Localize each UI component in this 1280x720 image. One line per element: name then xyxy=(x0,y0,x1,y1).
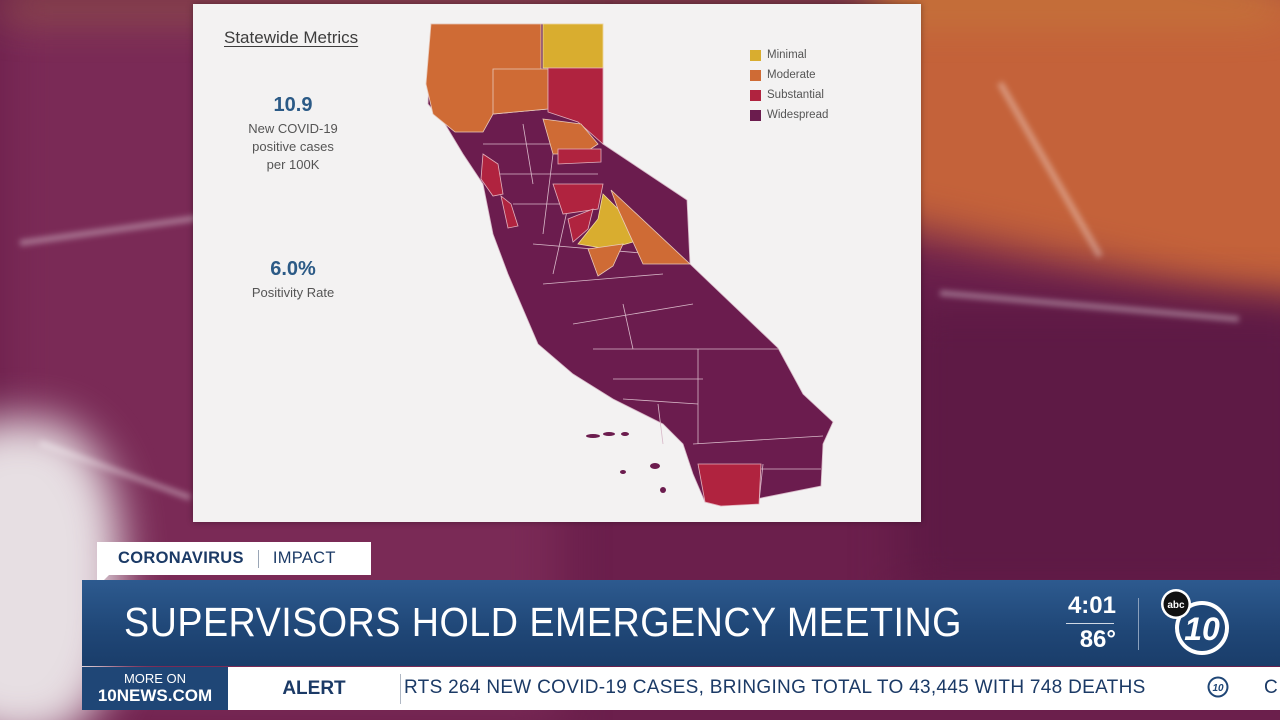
ticker-text-clip: RTS 264 NEW COVID-19 CASES, BRINGING TOT… xyxy=(402,667,1280,710)
metric-cases-label: New COVID-19 positive cases per 100K xyxy=(193,120,393,174)
county-substantial xyxy=(547,67,604,145)
county-moderate xyxy=(587,243,624,277)
category-label: CORONAVIRUS xyxy=(118,549,244,567)
california-county-map xyxy=(425,23,834,507)
county-moderate xyxy=(492,68,549,115)
channel-islands xyxy=(586,432,666,493)
headline: SUPERVISORS HOLD EMERGENCY MEETING xyxy=(124,599,962,645)
county-substantial xyxy=(552,183,604,215)
svg-text:10: 10 xyxy=(1184,611,1220,647)
county-minimal xyxy=(542,23,604,69)
county-substantial xyxy=(480,153,504,197)
alert-box: ALERT xyxy=(228,667,400,710)
county-substantial xyxy=(500,194,519,229)
clock-time: 4:01 xyxy=(1067,592,1116,619)
state-shape-widespread xyxy=(427,23,834,507)
subcategory-label: IMPACT xyxy=(272,549,336,567)
ticker-divider xyxy=(400,674,401,704)
legend-label: Widespread xyxy=(767,109,829,121)
logo-divider xyxy=(1138,598,1139,650)
metric-label-line: positive cases xyxy=(252,139,334,154)
legend-label: Substantial xyxy=(767,89,824,101)
ticker-next-text: C xyxy=(1264,677,1278,698)
metric-positivity-label: Positivity Rate xyxy=(193,284,393,302)
time-temp-divider xyxy=(1066,623,1114,624)
legend-item-substantial: Substantial xyxy=(750,85,828,105)
category-divider xyxy=(257,549,259,568)
metric-label-line: New COVID-19 xyxy=(248,121,338,136)
county-moderate xyxy=(610,189,692,265)
county-substantial xyxy=(567,208,594,243)
legend-swatch xyxy=(750,89,761,101)
statewide-metrics-card: Statewide Metrics 10.9 New COVID-19 posi… xyxy=(193,4,921,522)
background-region xyxy=(900,300,1280,600)
alert-label: ALERT xyxy=(282,677,346,699)
metric-label-line: Positivity Rate xyxy=(251,285,335,300)
county-substantial xyxy=(697,463,762,507)
legend-item-widespread: Widespread xyxy=(750,105,828,125)
svg-text:abc: abc xyxy=(1167,600,1185,611)
ticker-text: RTS 264 NEW COVID-19 CASES, BRINGING TOT… xyxy=(404,677,1146,698)
temperature: 86° xyxy=(1079,626,1116,653)
metric-label-line: per 100K xyxy=(266,157,320,172)
legend-swatch xyxy=(750,109,761,121)
legend-item-moderate: Moderate xyxy=(750,65,828,85)
map-legend: Minimal Moderate Substantial Widespread xyxy=(750,45,828,125)
legend-item-minimal: Minimal xyxy=(750,45,828,65)
svg-text:10: 10 xyxy=(1212,683,1224,694)
ticker-10-logo-icon: 10 xyxy=(1207,676,1229,698)
legend-swatch xyxy=(750,49,761,61)
more-on-site-box: MORE ON 10NEWS.COM xyxy=(82,667,228,710)
card-title: Statewide Metrics xyxy=(224,28,359,47)
legend-label: Minimal xyxy=(767,49,807,61)
abc-10-logo-icon: 10 abc xyxy=(1161,589,1229,655)
site-label: 10NEWS.COM xyxy=(97,686,213,705)
legend-label: Moderate xyxy=(767,69,816,81)
more-on-label: MORE ON xyxy=(123,671,187,686)
metric-positivity-value: 6.0% xyxy=(270,258,316,280)
legend-swatch xyxy=(750,69,761,81)
category-tag: CORONAVIRUS IMPACT xyxy=(97,542,371,575)
metric-cases-value: 10.9 xyxy=(273,94,313,116)
county-substantial xyxy=(557,148,602,165)
